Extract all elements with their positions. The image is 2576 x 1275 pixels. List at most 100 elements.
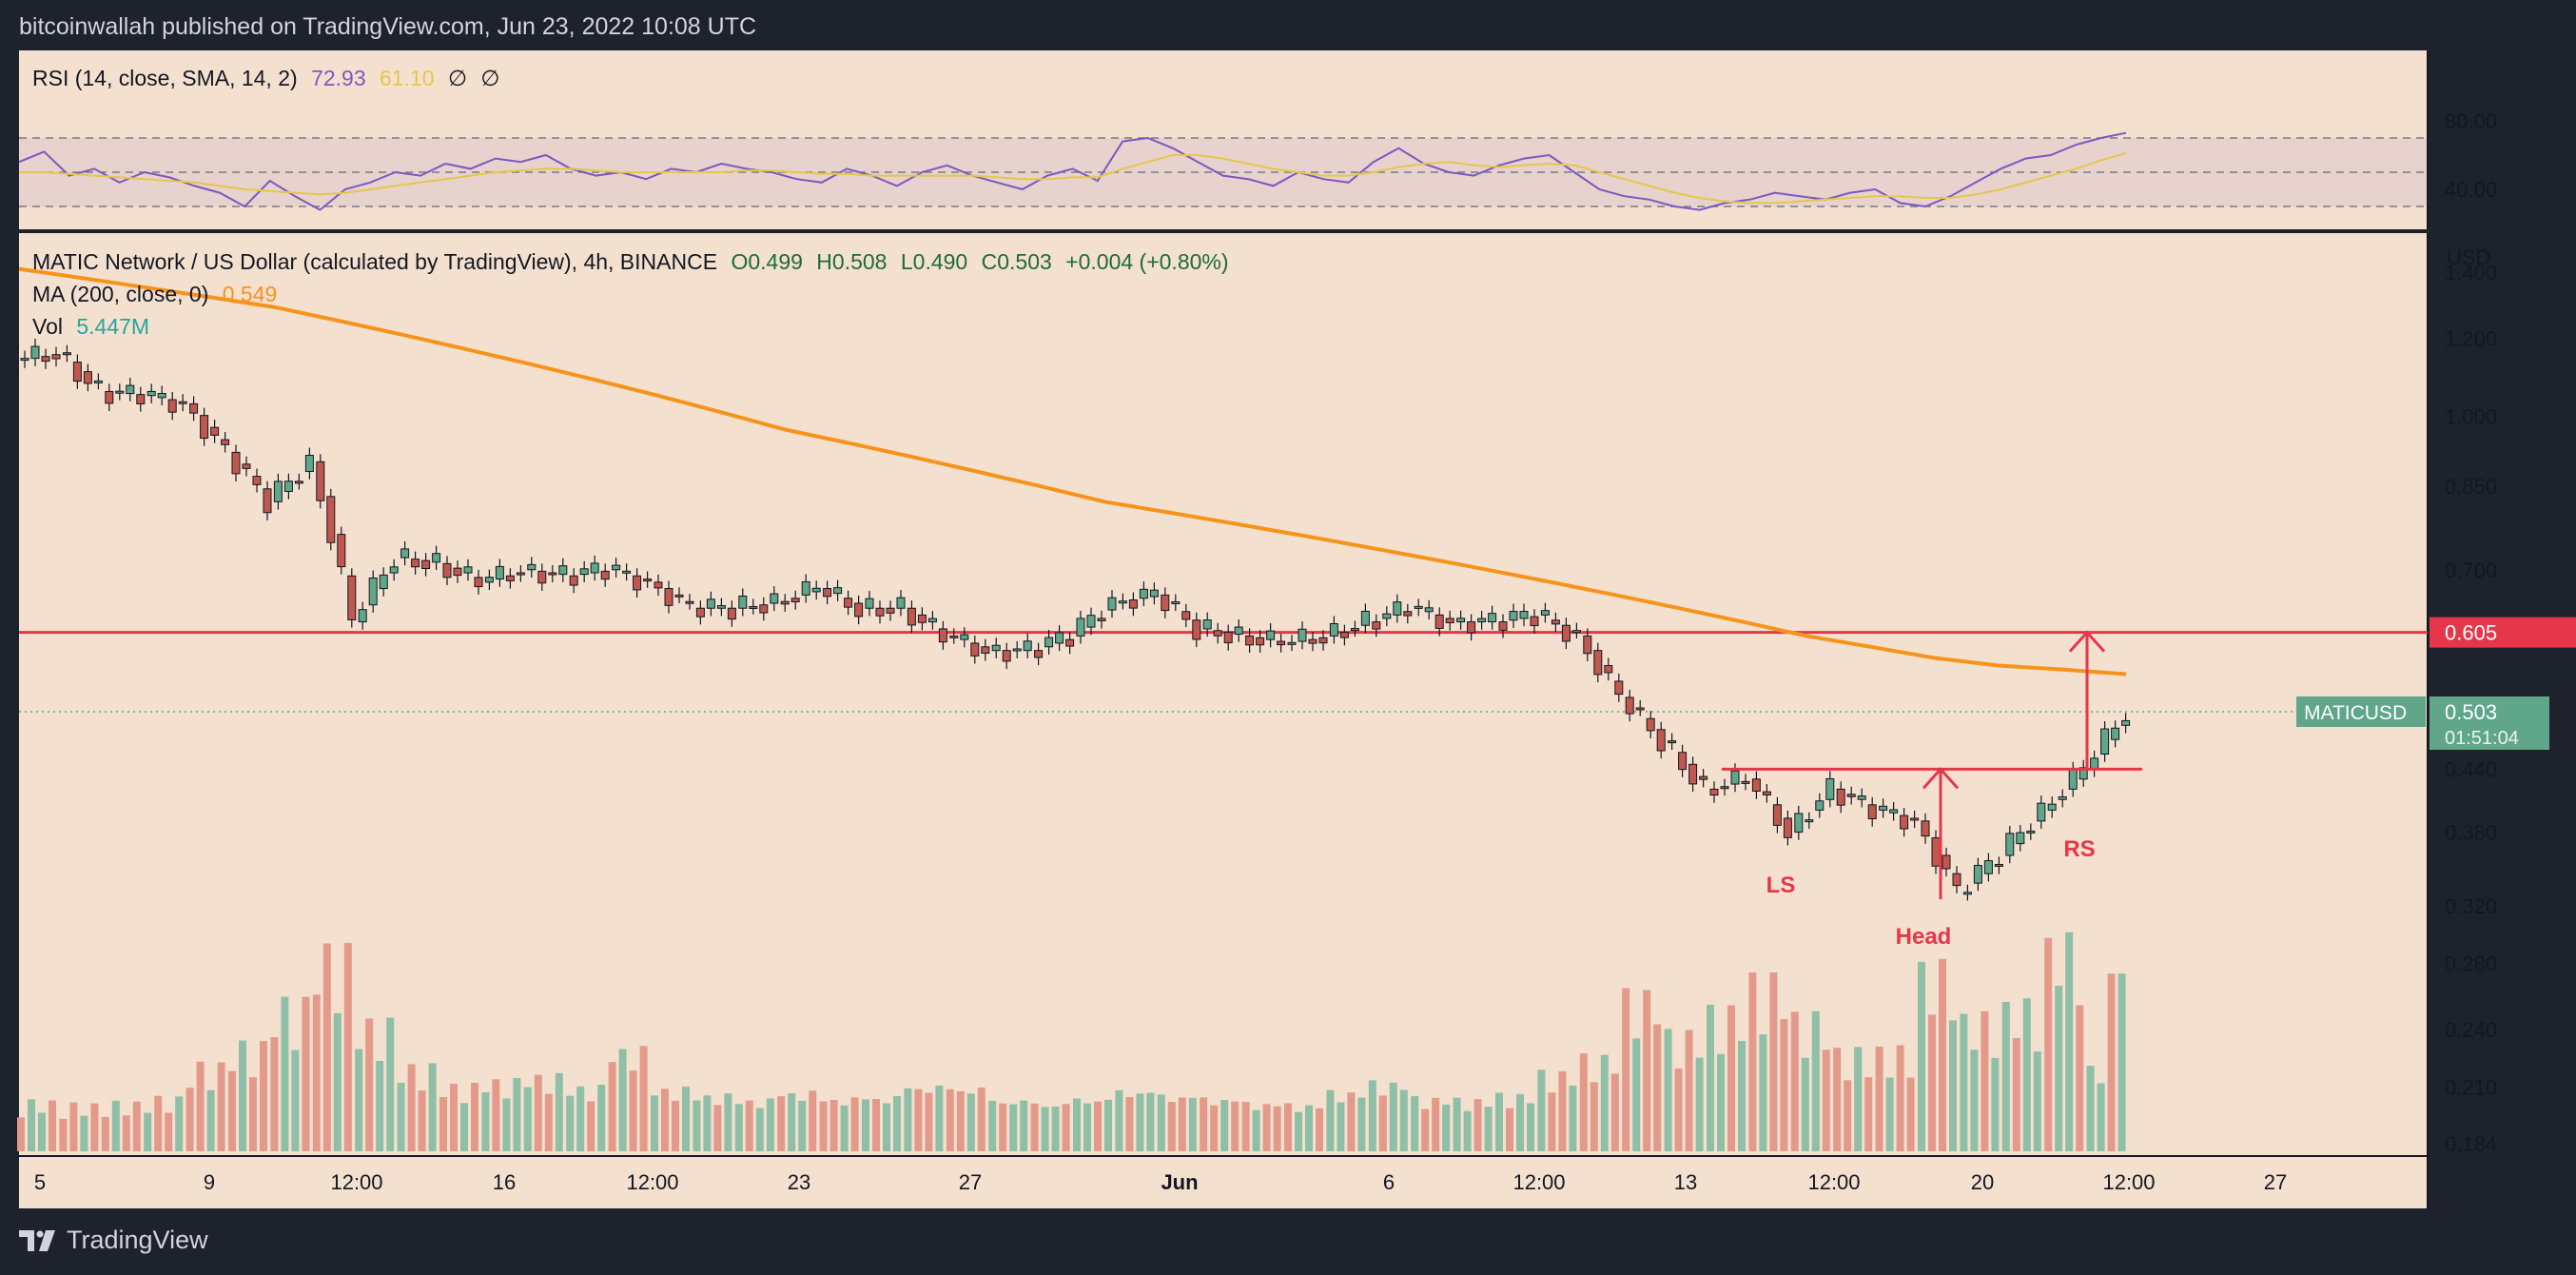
volume-bar (2097, 1083, 2105, 1151)
candle-body (1488, 613, 1497, 623)
volume-bar (439, 1097, 447, 1151)
volume-bar (1738, 1041, 1746, 1151)
candle-body (537, 570, 547, 584)
volume-bar (460, 1103, 468, 1151)
candle-body (474, 577, 483, 588)
volume-bar (1928, 1014, 1936, 1151)
volume-bar (1041, 1107, 1049, 1151)
pane-separator[interactable] (19, 229, 2576, 233)
volume-bar (1083, 1103, 1091, 1151)
candle-body (716, 605, 726, 609)
volume-bar (597, 1085, 606, 1151)
candle-body (907, 607, 916, 626)
volume-bar (1558, 1070, 1567, 1151)
candle-body (242, 463, 251, 469)
candle-body (221, 439, 230, 445)
candle-body (633, 575, 642, 591)
candle-body (126, 384, 135, 395)
volume-bar (988, 1101, 997, 1151)
candle-body (1805, 819, 1814, 823)
candle-body (1329, 622, 1338, 637)
rsi-legend[interactable]: RSI (14, close, SMA, 14, 2) 72.93 61.10 … (32, 66, 507, 91)
candle-body (178, 401, 187, 404)
volume-bar (872, 1098, 880, 1151)
candle-body (316, 461, 325, 501)
candle-body (664, 588, 673, 606)
candle-body (1171, 601, 1181, 605)
volume-bar (1833, 1048, 1842, 1151)
candle-body (790, 598, 800, 603)
candle-body (2111, 727, 2120, 740)
volume-bar (703, 1095, 712, 1151)
rsi-legend-name: RSI (14, close, SMA, 14, 2) (32, 66, 298, 90)
candle-body (1034, 650, 1044, 658)
volume-bar (1769, 971, 1778, 1151)
volume-bar (217, 1062, 225, 1151)
volume-bar (1622, 988, 1630, 1151)
candle-body (1308, 638, 1317, 644)
candle-body (1118, 600, 1127, 604)
volume-bar (322, 943, 331, 1151)
volume-bar (935, 1085, 944, 1151)
symbol-legend[interactable]: MATIC Network / US Dollar (calculated by… (32, 249, 1237, 275)
volume-bar (1030, 1103, 1039, 1151)
volume-bar (1759, 1034, 1767, 1151)
candle-body (727, 607, 736, 620)
rsi-pane[interactable] (18, 131, 2428, 211)
tradingview-logo[interactable]: TradingView (19, 1226, 208, 1255)
candle-body (1097, 618, 1106, 621)
candle-body (875, 607, 885, 617)
time-axis-label: 27 (959, 1170, 982, 1194)
last-price-tag (2430, 696, 2549, 750)
candle-body (2026, 830, 2036, 834)
volume-bar (1717, 1053, 1725, 1151)
volume-bar (1695, 1057, 1704, 1151)
volume-bar (1643, 990, 1651, 1151)
ma-legend[interactable]: MA (200, close, 0) 0.549 (32, 282, 284, 307)
candle-body (865, 598, 874, 609)
candle-body (844, 598, 853, 608)
candle-body (30, 345, 40, 360)
candle-body (1910, 817, 1920, 821)
volume-bar (1368, 1080, 1376, 1151)
candle-body (146, 390, 156, 397)
volume-bar (1347, 1092, 1356, 1151)
volume-bar (1389, 1082, 1397, 1151)
volume-bar (904, 1088, 912, 1151)
candle-body (1699, 775, 1708, 780)
vol-legend[interactable]: Vol 5.447M (32, 314, 157, 340)
candle-body (1530, 616, 1539, 627)
price-pane[interactable]: LS Head RS (17, 266, 2428, 1151)
candle-body (780, 600, 790, 605)
candle-body (1403, 611, 1413, 617)
candle-body (283, 481, 293, 492)
candle-body (463, 566, 473, 574)
volume-bar (80, 1115, 88, 1151)
volume-bar (1991, 1057, 2000, 1151)
candle-body (1857, 795, 1866, 800)
volume-bar (397, 1082, 405, 1151)
candle-body (432, 553, 441, 563)
time-axis-label: 20 (1971, 1170, 1994, 1194)
price-axis-label: 0.210 (2445, 1075, 2497, 1099)
price-axis-label: 1.000 (2445, 405, 2497, 429)
volume-bar (840, 1105, 849, 1151)
volume-bar (555, 1072, 563, 1151)
volume-bar (1188, 1097, 1197, 1151)
volume-bar (1484, 1106, 1493, 1151)
volume-bar (946, 1089, 954, 1151)
candle-body (1772, 804, 1782, 826)
candle-body (1065, 638, 1075, 647)
candle-body (1509, 611, 1518, 621)
candle-body (1434, 614, 1444, 629)
candle-body (1678, 752, 1688, 771)
ohlc-low: L0.490 (900, 249, 968, 274)
volume-bar (1707, 1004, 1714, 1151)
ohlc-change: +0.004 (+0.80%) (1065, 249, 1229, 274)
volume-bar (1939, 958, 1946, 1151)
rsi-legend-sma-value: 61.10 (380, 66, 435, 90)
time-axis-label: 27 (2264, 1170, 2287, 1194)
candle-body (801, 580, 810, 596)
